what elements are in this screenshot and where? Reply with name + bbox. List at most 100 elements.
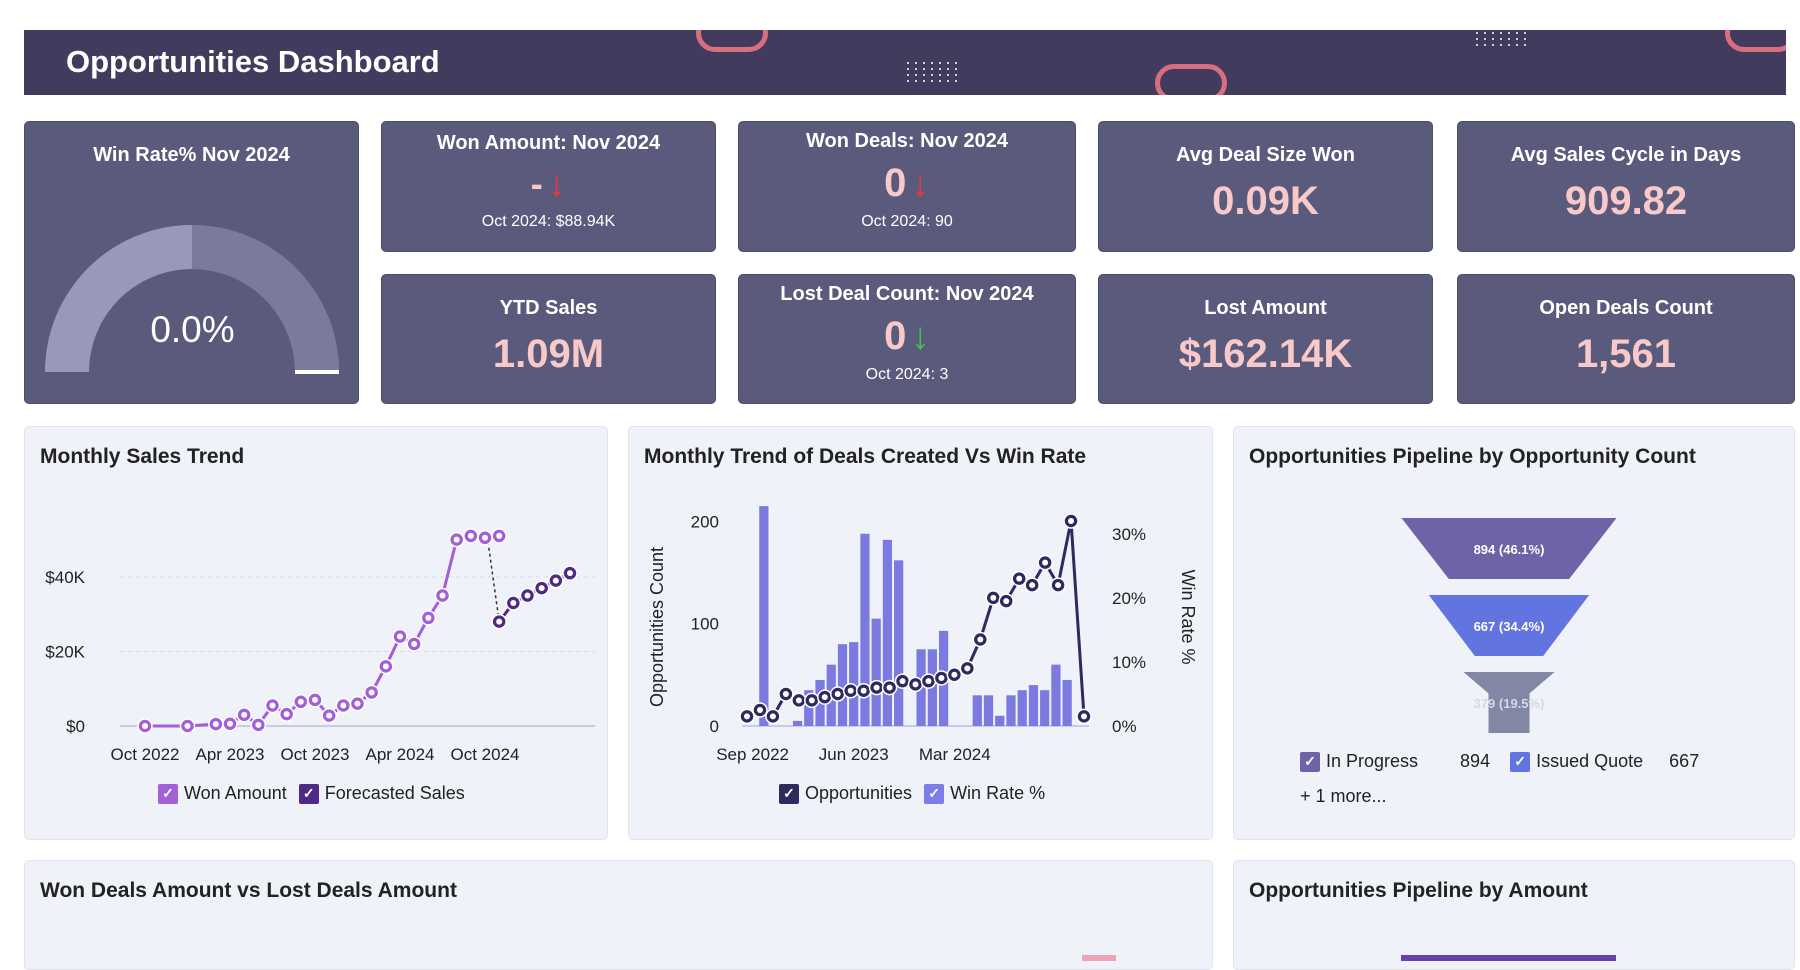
kpi-previous: Oct 2024: 3 — [865, 366, 949, 383]
legend-label[interactable]: Opportunities — [805, 783, 913, 803]
kpi-win-rate[interactable]: Win Rate% Nov 2024 0.0% — [24, 121, 359, 404]
funnel-stage — [1463, 672, 1555, 733]
decorative-ring — [1155, 64, 1227, 95]
y-tick-label: 0 — [710, 717, 719, 736]
won-amount-point-center — [241, 711, 248, 718]
card-won-vs-lost[interactable]: Won Deals Amount vs Lost Deals Amount — [24, 860, 1213, 970]
card-title: Monthly Trend of Deals Created Vs Win Ra… — [644, 445, 1087, 468]
deals-vs-win-chart: 0 100 200 0% 10% 20% 30% Opportunities Count Win… — [647, 506, 1198, 764]
opportunities-bar — [792, 720, 803, 726]
card-pipeline-by-amount[interactable]: Opportunities Pipeline by Amount — [1233, 860, 1795, 970]
kpi-title: Open Deals Count — [1539, 297, 1713, 319]
won-amount-point-center — [425, 614, 432, 621]
opportunities-bar — [759, 506, 769, 726]
kpi-open-deals[interactable]: Open Deals Count 1,561 — [1457, 274, 1795, 404]
win-rate-point-center — [925, 678, 932, 685]
kpi-title: Avg Sales Cycle in Days — [1510, 144, 1742, 166]
legend-label[interactable]: In Progress — [1326, 751, 1419, 771]
won-amount-point-center — [283, 711, 290, 718]
legend-label[interactable]: Issued Quote — [1536, 751, 1644, 771]
checkbox-icon[interactable]: ✓ — [1510, 751, 1531, 772]
opportunities-bar — [894, 560, 904, 726]
win-rate-point-center — [990, 594, 997, 601]
win-rate-point-center — [821, 694, 828, 701]
funnel-stage — [1428, 595, 1590, 656]
kpi-title: Avg Deal Size Won — [1176, 144, 1355, 166]
legend: ✓ Won Amount ✓ Forecasted Sales — [158, 783, 465, 804]
card-title: Opportunities Pipeline by Amount — [1249, 879, 1588, 902]
opportunities-bar — [972, 695, 982, 726]
win-rate-point-center — [938, 674, 945, 681]
opportunities-bar — [871, 618, 881, 726]
win-rate-point-center — [1003, 598, 1010, 605]
kpi-title: YTD Sales — [499, 297, 598, 319]
checkbox-icon[interactable]: ✓ — [924, 783, 945, 804]
card-title: Monthly Sales Trend — [40, 445, 245, 468]
y2-tick-label: 0% — [1112, 717, 1137, 736]
checkbox-icon[interactable]: ✓ — [298, 783, 319, 804]
win-rate-point-center — [860, 687, 867, 694]
opportunities-bar — [804, 690, 814, 726]
kpi-won-amount[interactable]: Won Amount: Nov 2024 - ↓ Oct 2024: $88.9… — [381, 121, 716, 252]
opportunities-bar — [1017, 690, 1027, 726]
kpi-value: 0.09K — [1212, 179, 1319, 223]
won-amount-point-center — [439, 592, 446, 599]
win-rate-point-center — [1042, 559, 1049, 566]
checkbox-icon[interactable]: ✓ — [158, 783, 178, 804]
chart-mark — [1082, 955, 1116, 961]
kpi-value: 0 — [884, 161, 907, 205]
opportunities-bar — [983, 695, 994, 726]
kpi-title: Lost Amount — [1204, 297, 1327, 319]
kpi-lost-deal-count[interactable]: Lost Deal Count: Nov 2024 0 ↓ Oct 2024: … — [738, 274, 1076, 404]
pipeline-funnel-chart: 894 (46.1%) 667 (34.4%) 379 (19.5%) — [1401, 518, 1617, 733]
sales-trend-chart: $0 $20K $40K Oct 2022 Apr 2023 Oct 2023 Apr 20… — [45, 528, 595, 764]
win-rate-point-center — [769, 713, 776, 720]
x-tick-label: Mar 2024 — [919, 745, 991, 764]
kpi-ytd-sales[interactable]: YTD Sales 1.09M — [381, 274, 716, 404]
win-rate-point-center — [977, 636, 984, 643]
kpi-title: Won Deals: Nov 2024 — [806, 130, 1008, 152]
kpi-previous: Oct 2024: 90 — [861, 213, 953, 230]
kpi-avg-deal-size[interactable]: Avg Deal Size Won 0.09K — [1098, 121, 1433, 252]
card-deals-vs-win-rate[interactable]: Monthly Trend of Deals Created Vs Win Ra… — [628, 426, 1213, 840]
win-rate-point-center — [1055, 582, 1062, 589]
down-arrow-icon: ↓ — [547, 163, 567, 205]
won-amount-point-center — [142, 723, 148, 729]
x-tick-label: Oct 2024 — [451, 745, 520, 764]
card-title: Opportunities Pipeline by Opportunity Co… — [1249, 445, 1696, 468]
x-tick-label: Sep 2022 — [716, 745, 789, 764]
kpi-value: 0 — [884, 314, 907, 358]
kpi-value: - — [530, 163, 543, 204]
legend: ✓ Opportunities ✓ Win Rate % — [779, 783, 1045, 804]
forecast-point-center — [538, 585, 545, 592]
legend-more-link[interactable]: + 1 more... — [1300, 786, 1387, 806]
funnel-stage-label: 379 (19.5%) — [1474, 696, 1545, 711]
legend: ✓ In Progress 894 ✓ Issued Quote 667 — [1300, 751, 1699, 772]
kpi-won-deals[interactable]: Won Deals: Nov 2024 0 ↓ Oct 2024: 90 — [738, 121, 1076, 252]
legend-label[interactable]: Won Amount — [184, 783, 287, 803]
card-pipeline-by-count[interactable]: Opportunities Pipeline by Opportunity Co… — [1233, 426, 1795, 840]
kpi-value: 1.09M — [492, 332, 605, 376]
kpi-avg-sales-cycle[interactable]: Avg Sales Cycle in Days 909.82 — [1457, 121, 1795, 252]
checkbox-icon[interactable]: ✓ — [779, 783, 799, 804]
kpi-lost-amount[interactable]: Lost Amount $162.14K — [1098, 274, 1433, 404]
y-tick-label: 200 — [691, 512, 719, 531]
won-amount-point-center — [255, 721, 262, 728]
opportunities-bar — [995, 715, 1005, 726]
kpi-value: $162.14K — [1178, 332, 1353, 376]
win-rate-point-center — [1029, 582, 1036, 589]
forecast-point-center — [552, 577, 559, 584]
forecast-point-center — [510, 600, 517, 606]
y-tick-label: $40K — [45, 568, 85, 587]
kpi-title: Lost Deal Count: Nov 2024 — [780, 283, 1034, 305]
opportunities-bar — [882, 539, 893, 726]
win-rate-point-center — [756, 706, 763, 713]
win-rate-point-center — [847, 687, 854, 694]
kpi-previous: Oct 2024: $88.94K — [481, 213, 616, 230]
card-monthly-sales-trend[interactable]: Monthly Sales Trend $0 $20K $40K Oct 2022 Ap… — [24, 426, 608, 840]
win-rate-point-center — [1016, 575, 1023, 582]
checkbox-icon[interactable]: ✓ — [1300, 751, 1320, 772]
legend-label[interactable]: Forecasted Sales — [324, 783, 465, 803]
y-tick-label: $20K — [45, 642, 85, 661]
legend-label[interactable]: Win Rate % — [950, 783, 1046, 803]
